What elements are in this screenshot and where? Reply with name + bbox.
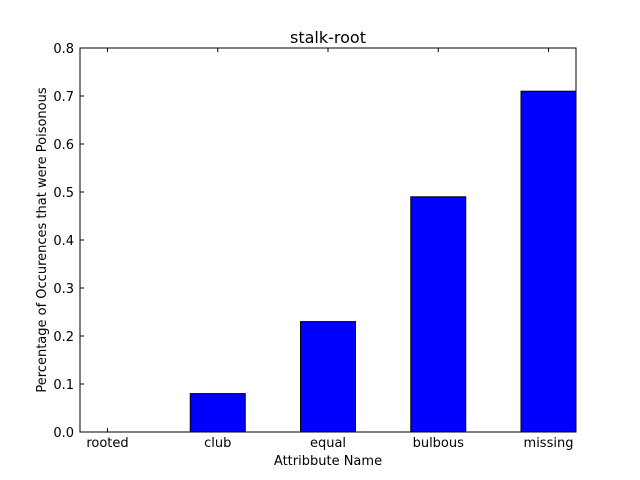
y-axis-label: Percentage of Occurences that were Poiso… bbox=[35, 87, 50, 392]
chart-title: stalk-root bbox=[290, 28, 366, 47]
x-tick-label: bulbous bbox=[413, 436, 465, 451]
plot-frame bbox=[79, 47, 577, 433]
x-axis-ticks: rooted club equal bulbous missing bbox=[86, 48, 573, 451]
y-axis-ticks: 0.0 0.1 0.2 0.3 0.4 0.5 0.6 0.7 0.8 bbox=[53, 42, 576, 441]
y-tick-label: 0.7 bbox=[53, 90, 74, 105]
x-tick-label: rooted bbox=[86, 436, 128, 451]
x-tick-label: club bbox=[204, 436, 231, 451]
y-tick-label: 0.8 bbox=[53, 42, 74, 57]
y-tick-label: 0.1 bbox=[53, 378, 74, 393]
bars bbox=[189, 90, 577, 433]
x-tick-label: equal bbox=[310, 436, 346, 451]
x-axis-label: Attribbute Name bbox=[274, 454, 382, 469]
y-tick-label: 0.6 bbox=[53, 138, 74, 153]
y-tick-label: 0.0 bbox=[53, 426, 74, 441]
x-tick-label: missing bbox=[524, 436, 574, 451]
bar-missing bbox=[520, 90, 577, 433]
y-tick-label: 0.5 bbox=[53, 186, 74, 201]
y-tick-label: 0.3 bbox=[53, 282, 74, 297]
bar-equal bbox=[300, 321, 356, 433]
y-tick-label: 0.4 bbox=[53, 234, 74, 249]
y-tick-label: 0.2 bbox=[53, 330, 74, 345]
bar-club bbox=[189, 393, 246, 433]
bar-bulbous bbox=[410, 196, 467, 433]
